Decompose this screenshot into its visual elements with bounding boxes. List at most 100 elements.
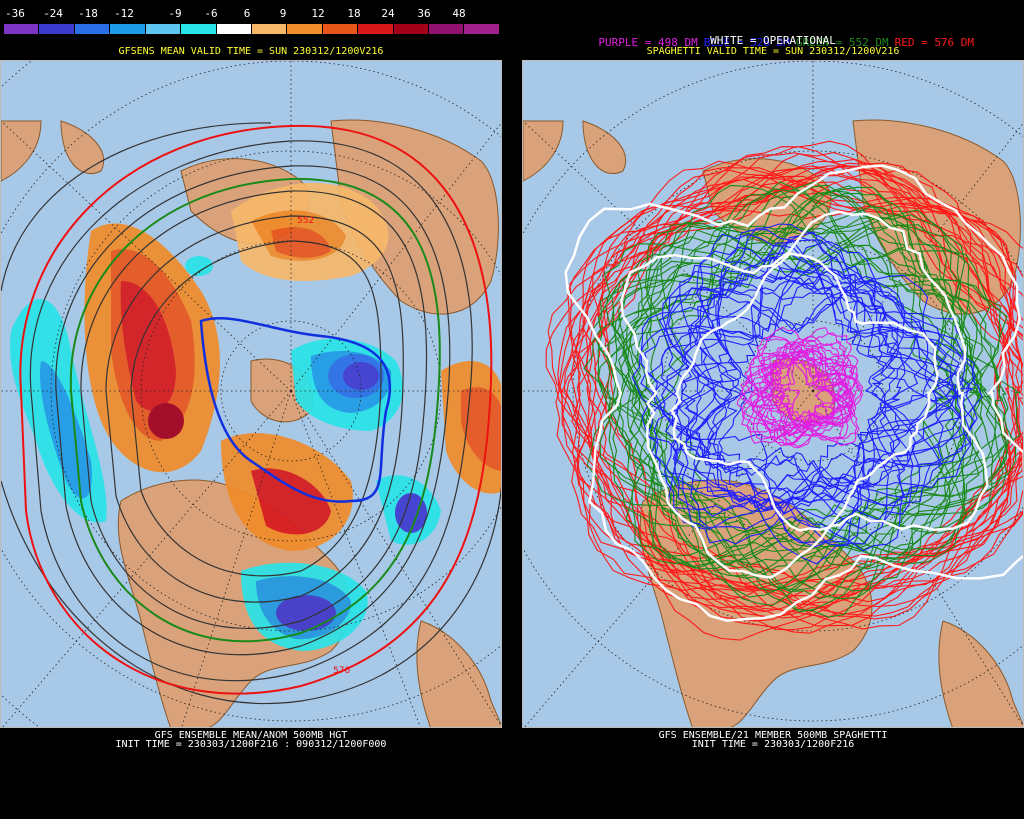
spaghetti-blue-member xyxy=(649,239,921,507)
colorbar-label: 6 xyxy=(243,7,251,20)
spaghetti-blue-member xyxy=(673,272,976,504)
spaghetti-blue-member xyxy=(667,223,960,531)
left-footer-title: GFS ENSEMBLE MEAN/ANOM 500MB HGT xyxy=(154,730,348,741)
colorbar-label: 24 xyxy=(381,7,395,20)
spaghetti-blue-member xyxy=(640,267,947,546)
spaghetti-blue-member xyxy=(661,270,976,530)
spaghetti-purple-member xyxy=(739,332,856,437)
spaghetti-green-member xyxy=(597,205,1022,579)
spaghetti-red-member xyxy=(570,160,1023,620)
spaghetti-blue-member xyxy=(658,277,967,513)
contour-label: 552 xyxy=(297,216,314,226)
colorbar-swatch xyxy=(73,24,110,34)
colorbar-swatch xyxy=(109,24,145,34)
spaghetti-green-member xyxy=(597,190,1009,600)
anomaly-colorbar xyxy=(3,24,499,34)
spaghetti-green-member xyxy=(611,185,1008,592)
spaghetti-green-member xyxy=(591,184,1017,591)
contour-576 xyxy=(19,124,493,695)
colorbar-label: -9 xyxy=(168,7,182,20)
spaghetti-blue-member xyxy=(679,261,983,520)
spaghetti-red-member xyxy=(557,169,1023,609)
spaghetti-green-member xyxy=(583,226,1010,565)
spaghetti-green-member xyxy=(608,192,984,607)
spaghetti-green-member xyxy=(626,224,966,567)
spaghetti-purple-member xyxy=(744,341,847,429)
left-map-title: GFSENS MEAN VALID TIME = SUN 230312/1200… xyxy=(118,46,384,57)
operational-contour xyxy=(670,252,939,532)
spaghetti-panel: PURPLE = 498 DM BLUE = 528 DM GREEN = 552 … xyxy=(522,0,1024,819)
spaghetti-purple-member xyxy=(763,355,849,435)
operational-contour xyxy=(620,210,989,579)
colorbar-label: -18 xyxy=(78,7,98,20)
spaghetti-red-member xyxy=(547,165,1023,634)
colorbar-swatch xyxy=(215,24,251,34)
spaghetti-purple-member xyxy=(752,337,864,440)
spaghetti-purple-member xyxy=(744,355,848,432)
colorbar-label: 18 xyxy=(347,7,361,20)
legend-red: RED = 576 DM xyxy=(894,36,975,49)
colorbar-swatch xyxy=(144,24,181,34)
spaghetti-blue-member xyxy=(664,235,966,517)
spaghetti-red-member xyxy=(592,177,1019,588)
spaghetti-green-member xyxy=(631,209,981,570)
legend-purple: PURPLE = 498 DM xyxy=(598,36,698,49)
spaghetti-legend: PURPLE = 498 DM BLUE = 528 DM GREEN = 552 … xyxy=(522,23,1024,62)
colorbar-swatch xyxy=(38,24,74,34)
colorbar-swatch xyxy=(286,24,322,34)
spaghetti-blue-member xyxy=(640,232,914,521)
ensemble-mean-panel: -36 -24 -18 -12 -9 -6 6 9 12 18 24 36 48… xyxy=(0,0,502,819)
spaghetti-purple-member xyxy=(749,327,855,441)
spaghetti-blue-member xyxy=(646,233,972,509)
legend-green: GREEN = 552 DM xyxy=(795,36,889,49)
colorbar-labels: -36 -24 -18 -12 -9 -6 6 9 12 18 24 36 48 xyxy=(0,7,502,21)
spaghetti-purple-member xyxy=(736,342,860,440)
colorbar-swatch xyxy=(357,24,393,34)
legend-white: WHITE = OPERATIONAL xyxy=(710,34,836,47)
spaghetti-green-member xyxy=(624,236,978,557)
spaghetti-red-member xyxy=(591,169,1012,592)
contour-528 xyxy=(199,317,392,503)
colorbar-label: 9 xyxy=(279,7,287,20)
colorbar-label: -24 xyxy=(43,7,63,20)
colorbar-label: -12 xyxy=(114,7,134,20)
colorbar-swatch xyxy=(392,24,429,34)
spaghetti-blue-member xyxy=(676,228,945,545)
contour-552 xyxy=(69,177,441,643)
right-map-title: SPAGHETTI VALID TIME = SUN 230312/1200V2… xyxy=(646,46,900,57)
panel-divider xyxy=(502,0,522,819)
spaghetti-green-member xyxy=(597,214,1008,569)
spaghetti-red-member xyxy=(545,152,1023,618)
colorbar-label: -6 xyxy=(204,7,218,20)
colorbar-label: 12 xyxy=(311,7,325,20)
right-footer-title: GFS ENSEMBLE/21 MEMBER 500MB SPAGHETTI xyxy=(658,730,888,741)
spaghetti-purple-member xyxy=(740,342,843,428)
spaghetti-red-member xyxy=(571,175,1017,599)
right-footer-init: INIT TIME = 230303/1200F216 xyxy=(691,739,855,750)
colorbar-swatch xyxy=(250,24,287,34)
spaghetti-blue-member xyxy=(631,256,929,552)
colorbar-swatch xyxy=(180,24,216,34)
spaghetti-green-member xyxy=(603,192,985,577)
spaghetti-red-member xyxy=(586,169,1021,608)
legend-blue: BLUE = 528 DM xyxy=(703,36,790,49)
spaghetti-red-member xyxy=(562,167,1023,630)
spaghetti-blue-member xyxy=(667,287,957,548)
colorbar-swatch xyxy=(428,24,464,34)
spaghetti-purple-member xyxy=(751,335,863,437)
height-contours xyxy=(1,122,501,705)
colorbar-label: 48 xyxy=(452,7,466,20)
spaghetti-map xyxy=(522,60,1024,728)
colorbar-swatch xyxy=(463,24,499,34)
colorbar-label: 36 xyxy=(417,7,431,20)
graticule xyxy=(1,61,501,727)
colorbar-label: -36 xyxy=(5,7,25,20)
ensemble-mean-map: 552 576 xyxy=(0,60,502,728)
contour-label: 576 xyxy=(333,666,350,676)
operational-contour xyxy=(564,164,1023,622)
left-footer-init: INIT TIME = 230303/1200F216 : 090312/120… xyxy=(115,739,387,750)
spaghetti-purple-member xyxy=(761,338,862,432)
colorbar-swatch xyxy=(321,24,358,34)
spaghetti-purple-member xyxy=(755,338,857,446)
spaghetti-purple-member xyxy=(750,347,858,447)
